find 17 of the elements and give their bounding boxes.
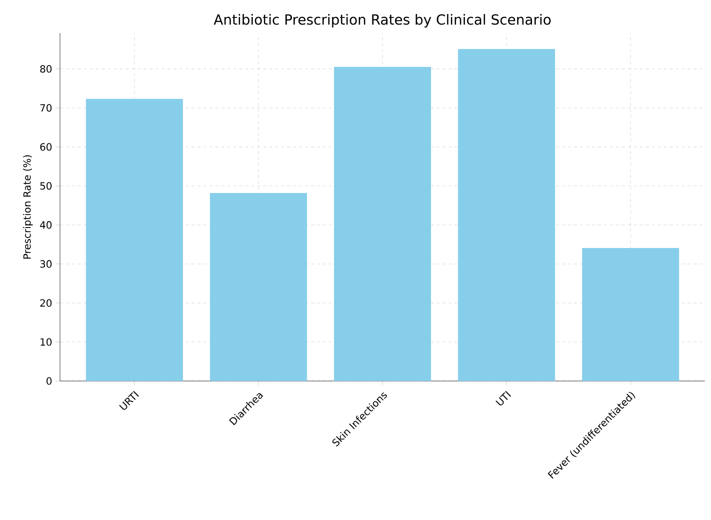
y-tick-label: 60 [40,143,52,151]
y-tick-label: 50 [40,182,52,190]
x-tick-label: UTI [496,390,511,406]
y-tick-label: 20 [40,299,52,307]
bar [334,66,432,381]
y-tick-label: 10 [40,338,52,346]
y-tick-label: 80 [40,65,52,73]
y-tick-label: 70 [40,104,52,112]
y-tick-label: 0 [46,377,52,385]
y-tick-label: 30 [40,260,52,268]
bar [582,248,680,381]
y-axis-title: Prescription Rate (%) [23,155,33,259]
bar [86,98,183,381]
bar [210,192,307,381]
chart-title: Antibiotic Prescription Rates by Clinical Scenario [214,14,551,28]
bar [458,48,556,381]
y-tick-label: 40 [40,221,52,229]
